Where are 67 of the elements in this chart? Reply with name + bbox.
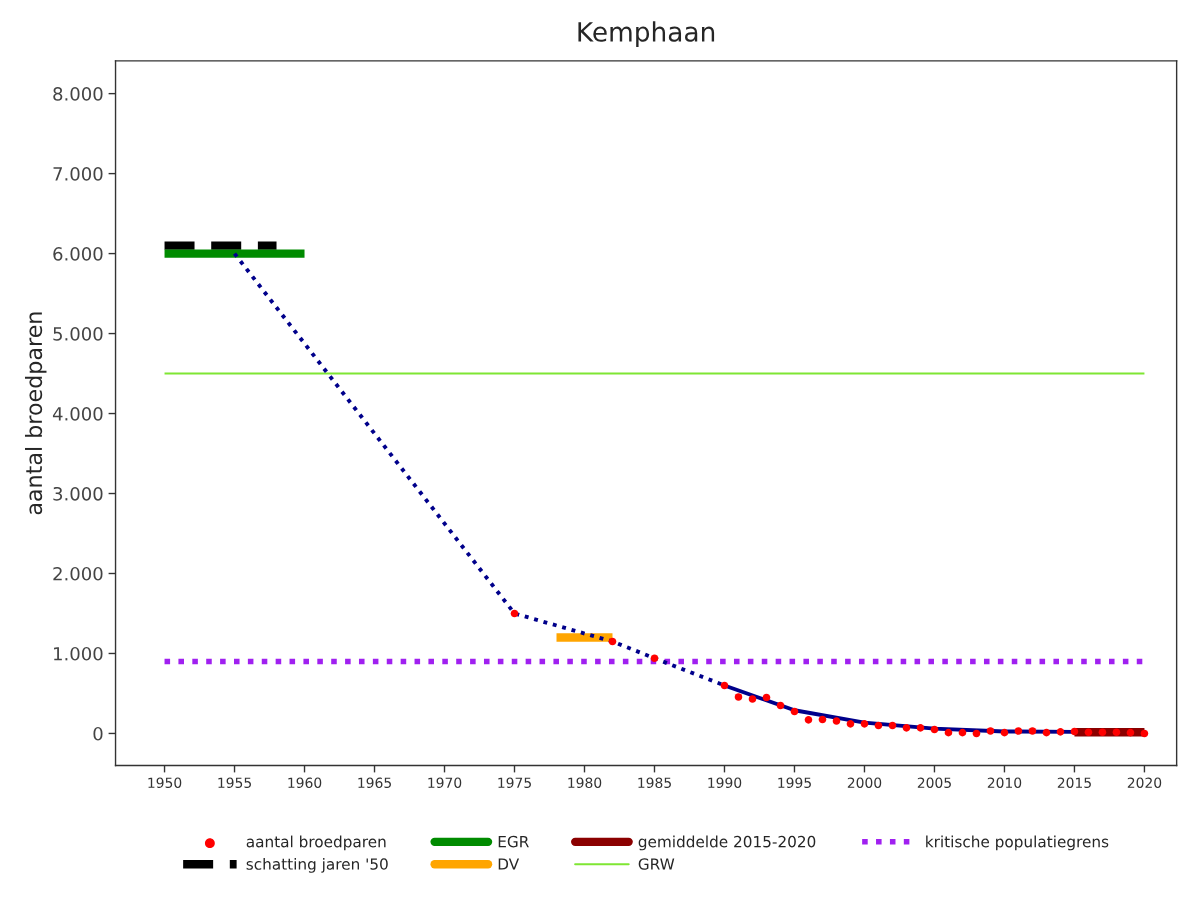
x-tick-label: 2015 [1057, 777, 1091, 788]
chart-title: Kemphaan [578, 21, 715, 47]
point [944, 728, 953, 737]
y-tick-label: 5.000 [53, 327, 103, 341]
point [1056, 728, 1065, 736]
legend-label: gemiddelde 2015-2020 [638, 835, 816, 851]
point [720, 681, 729, 690]
x-tick-label: 1955 [218, 777, 251, 788]
y-tick-label: 4.000 [52, 407, 103, 421]
y-tick-label: 8.000 [53, 87, 103, 101]
legend-label: EGR [498, 835, 529, 848]
point [1112, 728, 1121, 737]
point [1000, 728, 1009, 737]
point [1098, 728, 1107, 737]
y-tick-label: 3.000 [53, 486, 103, 501]
point [776, 701, 785, 710]
point [1042, 728, 1051, 737]
y-tick-label: 2.000 [53, 566, 103, 581]
x-tick-label: 1960 [288, 777, 322, 788]
point [734, 693, 743, 701]
legend-label: GRW [638, 858, 675, 870]
x-tick-label: 1950 [148, 777, 182, 788]
point [804, 716, 813, 724]
point [1028, 727, 1037, 735]
x-tick-label: 1965 [358, 777, 391, 788]
point [1126, 728, 1135, 737]
point [1070, 727, 1079, 736]
point [860, 720, 869, 728]
y-tick-label: 7.000 [53, 167, 103, 181]
point [902, 724, 911, 732]
y-tick-label: 1.000 [54, 646, 103, 661]
point [874, 721, 883, 730]
point [790, 707, 799, 716]
point [1084, 728, 1093, 737]
x-tick-label: 2000 [847, 777, 882, 788]
point [510, 609, 519, 618]
legend-label: kritische populatiegrens [926, 835, 1109, 851]
legend-label: schatting jaren '50 [246, 857, 388, 873]
legend-label: aantal broedparen [246, 835, 386, 851]
x-tick-label: 2010 [987, 777, 1022, 788]
point [818, 715, 827, 724]
point [986, 727, 995, 735]
x-tick-label: 2005 [917, 777, 951, 788]
point [762, 693, 771, 702]
y-tick-label: 6.000 [53, 247, 103, 261]
point [972, 729, 981, 738]
point [916, 724, 925, 732]
x-tick-label: 1980 [568, 777, 602, 788]
point [650, 654, 659, 663]
point [930, 725, 939, 734]
point [888, 721, 897, 730]
x-tick-label: 1970 [428, 777, 462, 788]
point [608, 637, 617, 646]
x-tick-label: 1995 [778, 777, 811, 788]
y-axis-title: aantal broedparen [24, 312, 47, 515]
y-tick-label: 0 [93, 726, 103, 741]
x-tick-label: 1990 [708, 777, 742, 788]
point [1014, 727, 1023, 735]
x-tick-label: 1975 [498, 777, 531, 788]
point [846, 720, 855, 728]
x-tick-label: 2020 [1127, 777, 1162, 788]
point [1140, 729, 1149, 738]
x-tick-label: 1985 [638, 777, 671, 788]
point [958, 728, 967, 737]
point [832, 717, 841, 725]
legend-label: DV [498, 858, 520, 870]
point [748, 695, 757, 703]
